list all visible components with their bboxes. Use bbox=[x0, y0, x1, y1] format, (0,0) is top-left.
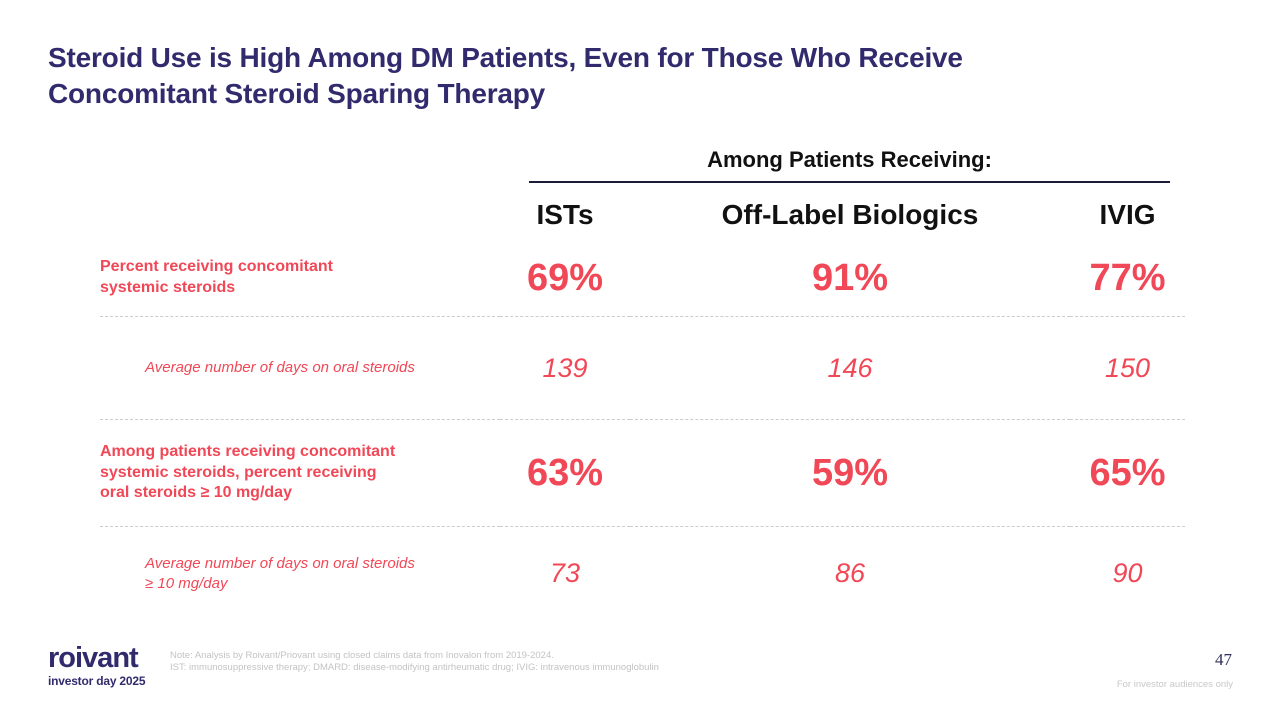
table-cell: 150 bbox=[1070, 317, 1185, 420]
table-cell: 69% bbox=[500, 240, 630, 317]
table-cell: 86 bbox=[834, 558, 866, 588]
audience-note: For investor audiences only bbox=[1116, 679, 1233, 690]
table-cell: 73 bbox=[549, 558, 581, 588]
slide-title: Steroid Use is High Among DM Patients, E… bbox=[48, 42, 963, 109]
table-cell: 139 bbox=[500, 317, 630, 420]
row-label-text: Average number of days on oral steroids … bbox=[145, 555, 415, 592]
table-row-label: Average number of days on oral steroids … bbox=[100, 527, 500, 620]
roivant-logo: roivant investor day 2025 bbox=[48, 642, 146, 689]
table-cell: 59% bbox=[630, 420, 1070, 527]
row-label-text: Among patients receiving concomitant sys… bbox=[100, 442, 396, 502]
footnote: Note: Analysis by Roivant/Priovant using… bbox=[170, 650, 659, 673]
row-label-text: Percent receiving concomitant systemic s… bbox=[100, 258, 333, 296]
table-group-header: Among Patients Receiving: bbox=[707, 147, 992, 172]
table-row-label: Average number of days on oral steroids bbox=[100, 317, 500, 420]
table-row-label: Percent receiving concomitant systemic s… bbox=[100, 240, 500, 317]
column-header-spacer bbox=[100, 190, 500, 240]
table-cell: 90 bbox=[1112, 558, 1143, 588]
table-cell: 65% bbox=[1070, 420, 1185, 527]
column-header-ivig: IVIG bbox=[1099, 199, 1156, 230]
data-table: ISTs Off-Label Biologics IVIG Percent re… bbox=[100, 190, 1185, 620]
table-group-rule bbox=[529, 181, 1170, 183]
table-row-label: Among patients receiving concomitant sys… bbox=[100, 420, 500, 527]
roivant-logo-tagline: investor day 2025 bbox=[48, 674, 146, 688]
roivant-logo-wordmark: roivant bbox=[48, 642, 139, 674]
table-cell: 146 bbox=[630, 317, 1070, 420]
row-label-text: Average number of days on oral steroids bbox=[145, 359, 415, 377]
table-cell: 63% bbox=[500, 420, 630, 527]
column-header-off-label-biologics: Off-Label Biologics bbox=[721, 199, 979, 230]
page-number: 47 bbox=[1215, 650, 1232, 669]
table-cell: 77% bbox=[1070, 240, 1185, 317]
table-cell: 91% bbox=[630, 240, 1070, 317]
column-header-ists: ISTs bbox=[536, 199, 594, 230]
